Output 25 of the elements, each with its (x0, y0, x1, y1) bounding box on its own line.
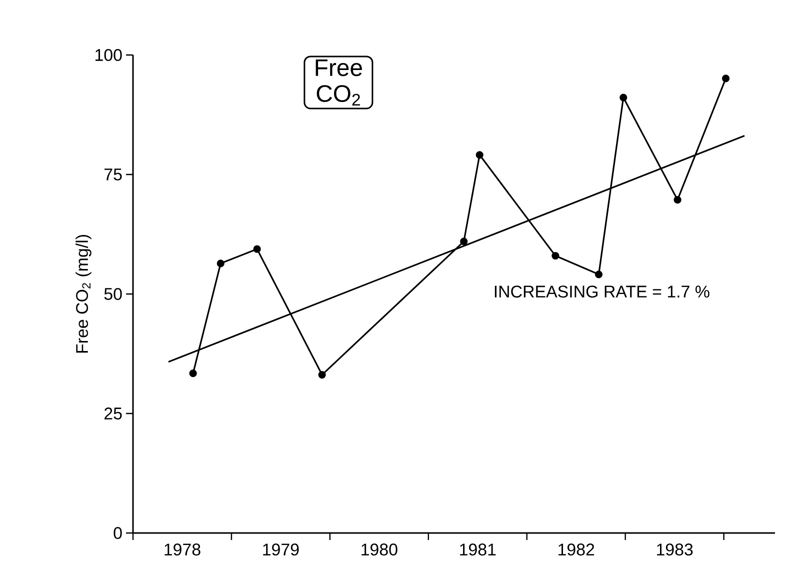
point (318, 370, 326, 379)
point (722, 74, 730, 82)
point (476, 151, 484, 159)
x-tick-label: 1979 (263, 544, 299, 556)
x-tick-label: 1980 (362, 544, 398, 556)
annotation: INCREASING RATE = 1.7 % (494, 286, 710, 298)
y-tick-label: 100 (96, 48, 122, 61)
point (253, 245, 261, 253)
y-tick-label: 0 (114, 527, 122, 539)
point (189, 370, 197, 378)
point (674, 196, 682, 204)
y-tick-label: 50 (104, 288, 122, 300)
point (460, 238, 468, 246)
y-axis-title: Free CO$_{2}$ (mg/l) (76, 235, 92, 353)
point (552, 252, 560, 260)
x-tick-label: 1981 (460, 544, 496, 556)
text: Free CO$_{2}$ (316, 59, 362, 106)
y-tick-label: 75 (104, 168, 122, 180)
point (620, 94, 628, 102)
x-tick-label: 1982 (558, 544, 594, 556)
y-tick-label: 25 (104, 408, 122, 420)
x-tick-label: 1983 (657, 544, 693, 556)
point (216, 260, 224, 268)
x-tick-label: 1978 (164, 544, 200, 556)
point (594, 270, 603, 278)
